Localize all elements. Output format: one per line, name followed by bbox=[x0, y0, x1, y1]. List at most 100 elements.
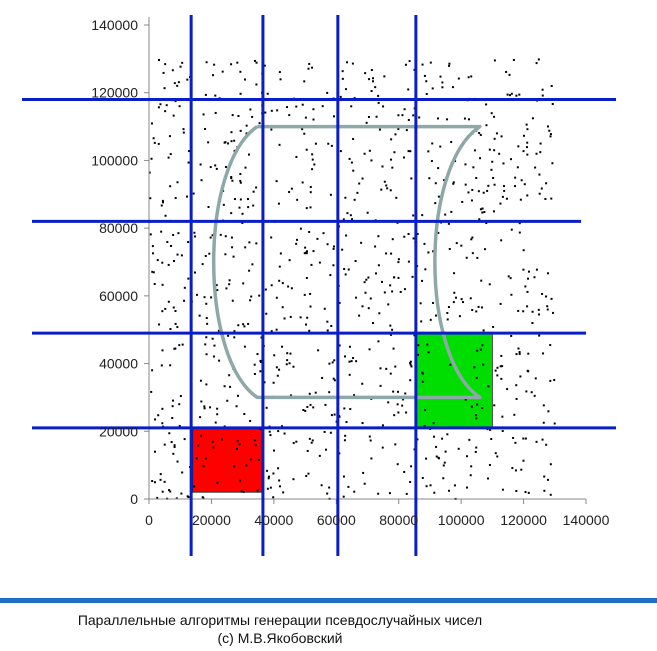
scatter-point bbox=[524, 491, 527, 494]
scatter-point bbox=[266, 92, 269, 95]
scatter-point bbox=[224, 253, 227, 256]
scatter-point bbox=[549, 379, 552, 382]
scatter-point bbox=[537, 308, 540, 311]
scatter-point bbox=[527, 277, 530, 280]
scatter-point bbox=[324, 448, 327, 451]
footer: Параллельные алгоритмы генерации псевдос… bbox=[0, 611, 560, 647]
scatter-point bbox=[498, 152, 501, 155]
scatter-point bbox=[276, 109, 279, 112]
scatter-point bbox=[275, 366, 278, 369]
scatter-point bbox=[332, 245, 335, 248]
scatter-point bbox=[423, 425, 426, 428]
scatter-point bbox=[208, 252, 211, 255]
scatter-point bbox=[437, 231, 440, 234]
scatter-point bbox=[200, 400, 203, 403]
scatter-point bbox=[478, 132, 481, 135]
scatter-point bbox=[270, 236, 273, 239]
scatter-point bbox=[385, 252, 388, 255]
scatter-point bbox=[526, 369, 529, 372]
highlighted-cells bbox=[192, 332, 493, 493]
scatter-point bbox=[195, 293, 198, 296]
scatter-point bbox=[333, 359, 336, 362]
scatter-point bbox=[342, 495, 345, 498]
scatter-point bbox=[295, 105, 298, 108]
scatter-point bbox=[216, 289, 219, 292]
scatter-point bbox=[303, 252, 306, 255]
scatter-point bbox=[348, 157, 351, 160]
scatter-point bbox=[288, 362, 291, 365]
scatter-point bbox=[192, 192, 195, 195]
scatter-point bbox=[474, 414, 477, 417]
scatter-point bbox=[305, 207, 308, 210]
scatter-point bbox=[350, 360, 353, 363]
scatter-point bbox=[526, 128, 529, 131]
scatter-point bbox=[367, 115, 370, 118]
scatter-point bbox=[301, 181, 304, 184]
scatter-point bbox=[425, 80, 428, 83]
scatter-point bbox=[282, 491, 285, 494]
scatter-point bbox=[517, 309, 520, 312]
scatter-point bbox=[324, 403, 327, 406]
scatter-point bbox=[546, 308, 549, 311]
scatter-point bbox=[309, 292, 312, 295]
scatter-point bbox=[229, 385, 232, 388]
scatter-point bbox=[290, 187, 293, 190]
scatter-point bbox=[180, 254, 183, 257]
scatter-point bbox=[255, 61, 258, 64]
scatter-point bbox=[381, 280, 384, 283]
scatter-point bbox=[343, 268, 346, 271]
scatter-point bbox=[364, 72, 367, 75]
scatter-point bbox=[270, 128, 273, 131]
scatter-point bbox=[152, 137, 155, 140]
scatter-point bbox=[431, 142, 434, 145]
scatter-point bbox=[477, 190, 480, 193]
scatter-point bbox=[408, 60, 411, 63]
scatter-point bbox=[308, 62, 311, 65]
scatter-point bbox=[230, 212, 233, 215]
x-tick-label: 80000 bbox=[379, 512, 418, 528]
scatter-point bbox=[210, 296, 213, 299]
scatter-point bbox=[550, 85, 553, 88]
scatter-point bbox=[368, 149, 371, 152]
scatter-point bbox=[233, 198, 236, 201]
x-tick-labels: 0 20000 40000 60000 80000 100000 120000 140000 bbox=[145, 512, 609, 528]
scatter-point bbox=[311, 66, 314, 69]
scatter-point bbox=[549, 135, 552, 138]
scatter-point bbox=[527, 491, 530, 494]
scatter-point bbox=[508, 94, 511, 97]
scatter-point bbox=[338, 344, 341, 347]
scatter-point bbox=[386, 187, 389, 190]
scatter-point bbox=[526, 153, 529, 156]
scatter-point bbox=[211, 234, 214, 237]
scatter-point bbox=[363, 482, 366, 485]
scatter-point bbox=[421, 476, 424, 479]
scatter-point bbox=[539, 142, 542, 145]
scatter-point bbox=[199, 163, 202, 166]
scatter-point bbox=[500, 239, 503, 242]
scatter-points bbox=[148, 58, 556, 500]
y-tick-label: 40000 bbox=[99, 356, 138, 372]
scatter-point bbox=[167, 156, 170, 159]
scatter-point bbox=[526, 194, 529, 197]
scatter-point bbox=[407, 88, 410, 91]
scatter-point bbox=[397, 114, 400, 117]
scatter-point bbox=[167, 300, 170, 303]
scatter-point bbox=[150, 122, 153, 125]
scatter-point bbox=[421, 380, 424, 383]
scatter-point bbox=[391, 290, 394, 293]
scatter-point bbox=[288, 259, 291, 262]
chart-axes bbox=[144, 17, 587, 504]
scatter-point bbox=[283, 432, 286, 435]
scatter-point bbox=[347, 485, 350, 488]
scatter-point bbox=[306, 250, 309, 253]
scatter-point bbox=[156, 259, 159, 262]
scatter-point bbox=[238, 206, 241, 209]
scatter-point bbox=[525, 390, 528, 393]
scatter-point bbox=[278, 479, 281, 482]
scatter-point bbox=[417, 344, 420, 347]
scatter-point bbox=[348, 345, 351, 348]
scatter-point bbox=[543, 475, 546, 478]
scatter-point bbox=[416, 438, 419, 441]
scatter-point bbox=[365, 278, 368, 281]
scatter-point bbox=[530, 391, 533, 394]
